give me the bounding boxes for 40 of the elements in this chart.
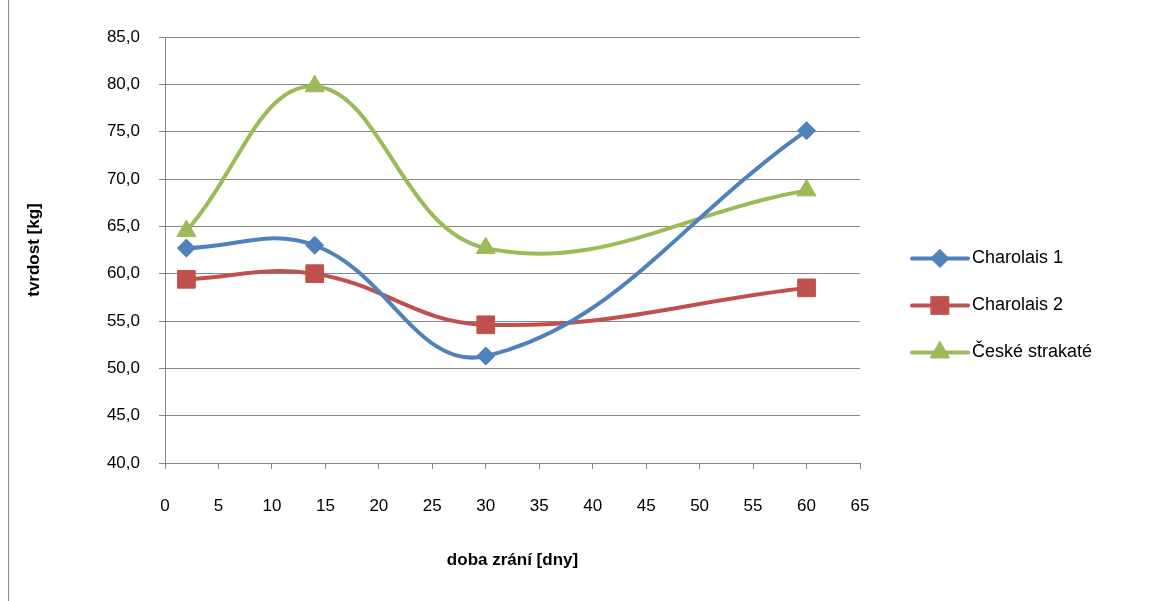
y-tick-label: 50,0: [106, 358, 140, 378]
x-tick-label: 30: [476, 495, 496, 515]
x-tick-label: 15: [315, 495, 335, 515]
x-tick-label: 65: [850, 495, 870, 515]
y-tick-label: 85,0: [106, 26, 140, 46]
x-tick-label: 50: [690, 495, 710, 515]
point: [305, 264, 325, 284]
y-tick-label: 80,0: [106, 74, 140, 94]
y-tick-label: 75,0: [106, 121, 140, 141]
x-tick-label: 10: [262, 495, 282, 515]
x-tick-label: 40: [583, 495, 603, 515]
point: [475, 236, 496, 255]
y-tick-label: 45,0: [106, 405, 140, 425]
legend-label: České strakaté: [972, 340, 1093, 362]
point: [796, 178, 817, 197]
legend-label: Charolais 2: [972, 294, 1064, 315]
point: [476, 315, 496, 335]
y-tick-label: 55,0: [106, 310, 140, 330]
x-tick-label: 60: [797, 495, 816, 515]
y-tick-label: 40,0: [106, 452, 140, 472]
point: [177, 270, 196, 289]
point: [304, 74, 325, 93]
x-tick-label: 5: [213, 495, 224, 515]
x-tick-label: 35: [529, 495, 549, 515]
x-tick-label: 20: [369, 495, 389, 515]
x-tick-label: 45: [636, 495, 656, 515]
x-tick-label: 0: [160, 495, 170, 515]
y-axis-title: tvrdost [kg]: [23, 203, 43, 297]
y-tick-label: 65,0: [106, 216, 140, 236]
x-tick-label: 55: [743, 495, 763, 515]
x-axis-title: doba zrání [dny]: [446, 550, 579, 570]
x-tick-label: 25: [422, 495, 442, 515]
y-tick-label: 60,0: [106, 263, 140, 283]
legend-label: Charolais 1: [972, 247, 1064, 268]
point: [305, 235, 325, 255]
point: [176, 219, 197, 238]
y-tick-label: 70,0: [106, 168, 140, 188]
point: [797, 278, 816, 298]
point: [176, 238, 196, 258]
point: [476, 346, 496, 366]
